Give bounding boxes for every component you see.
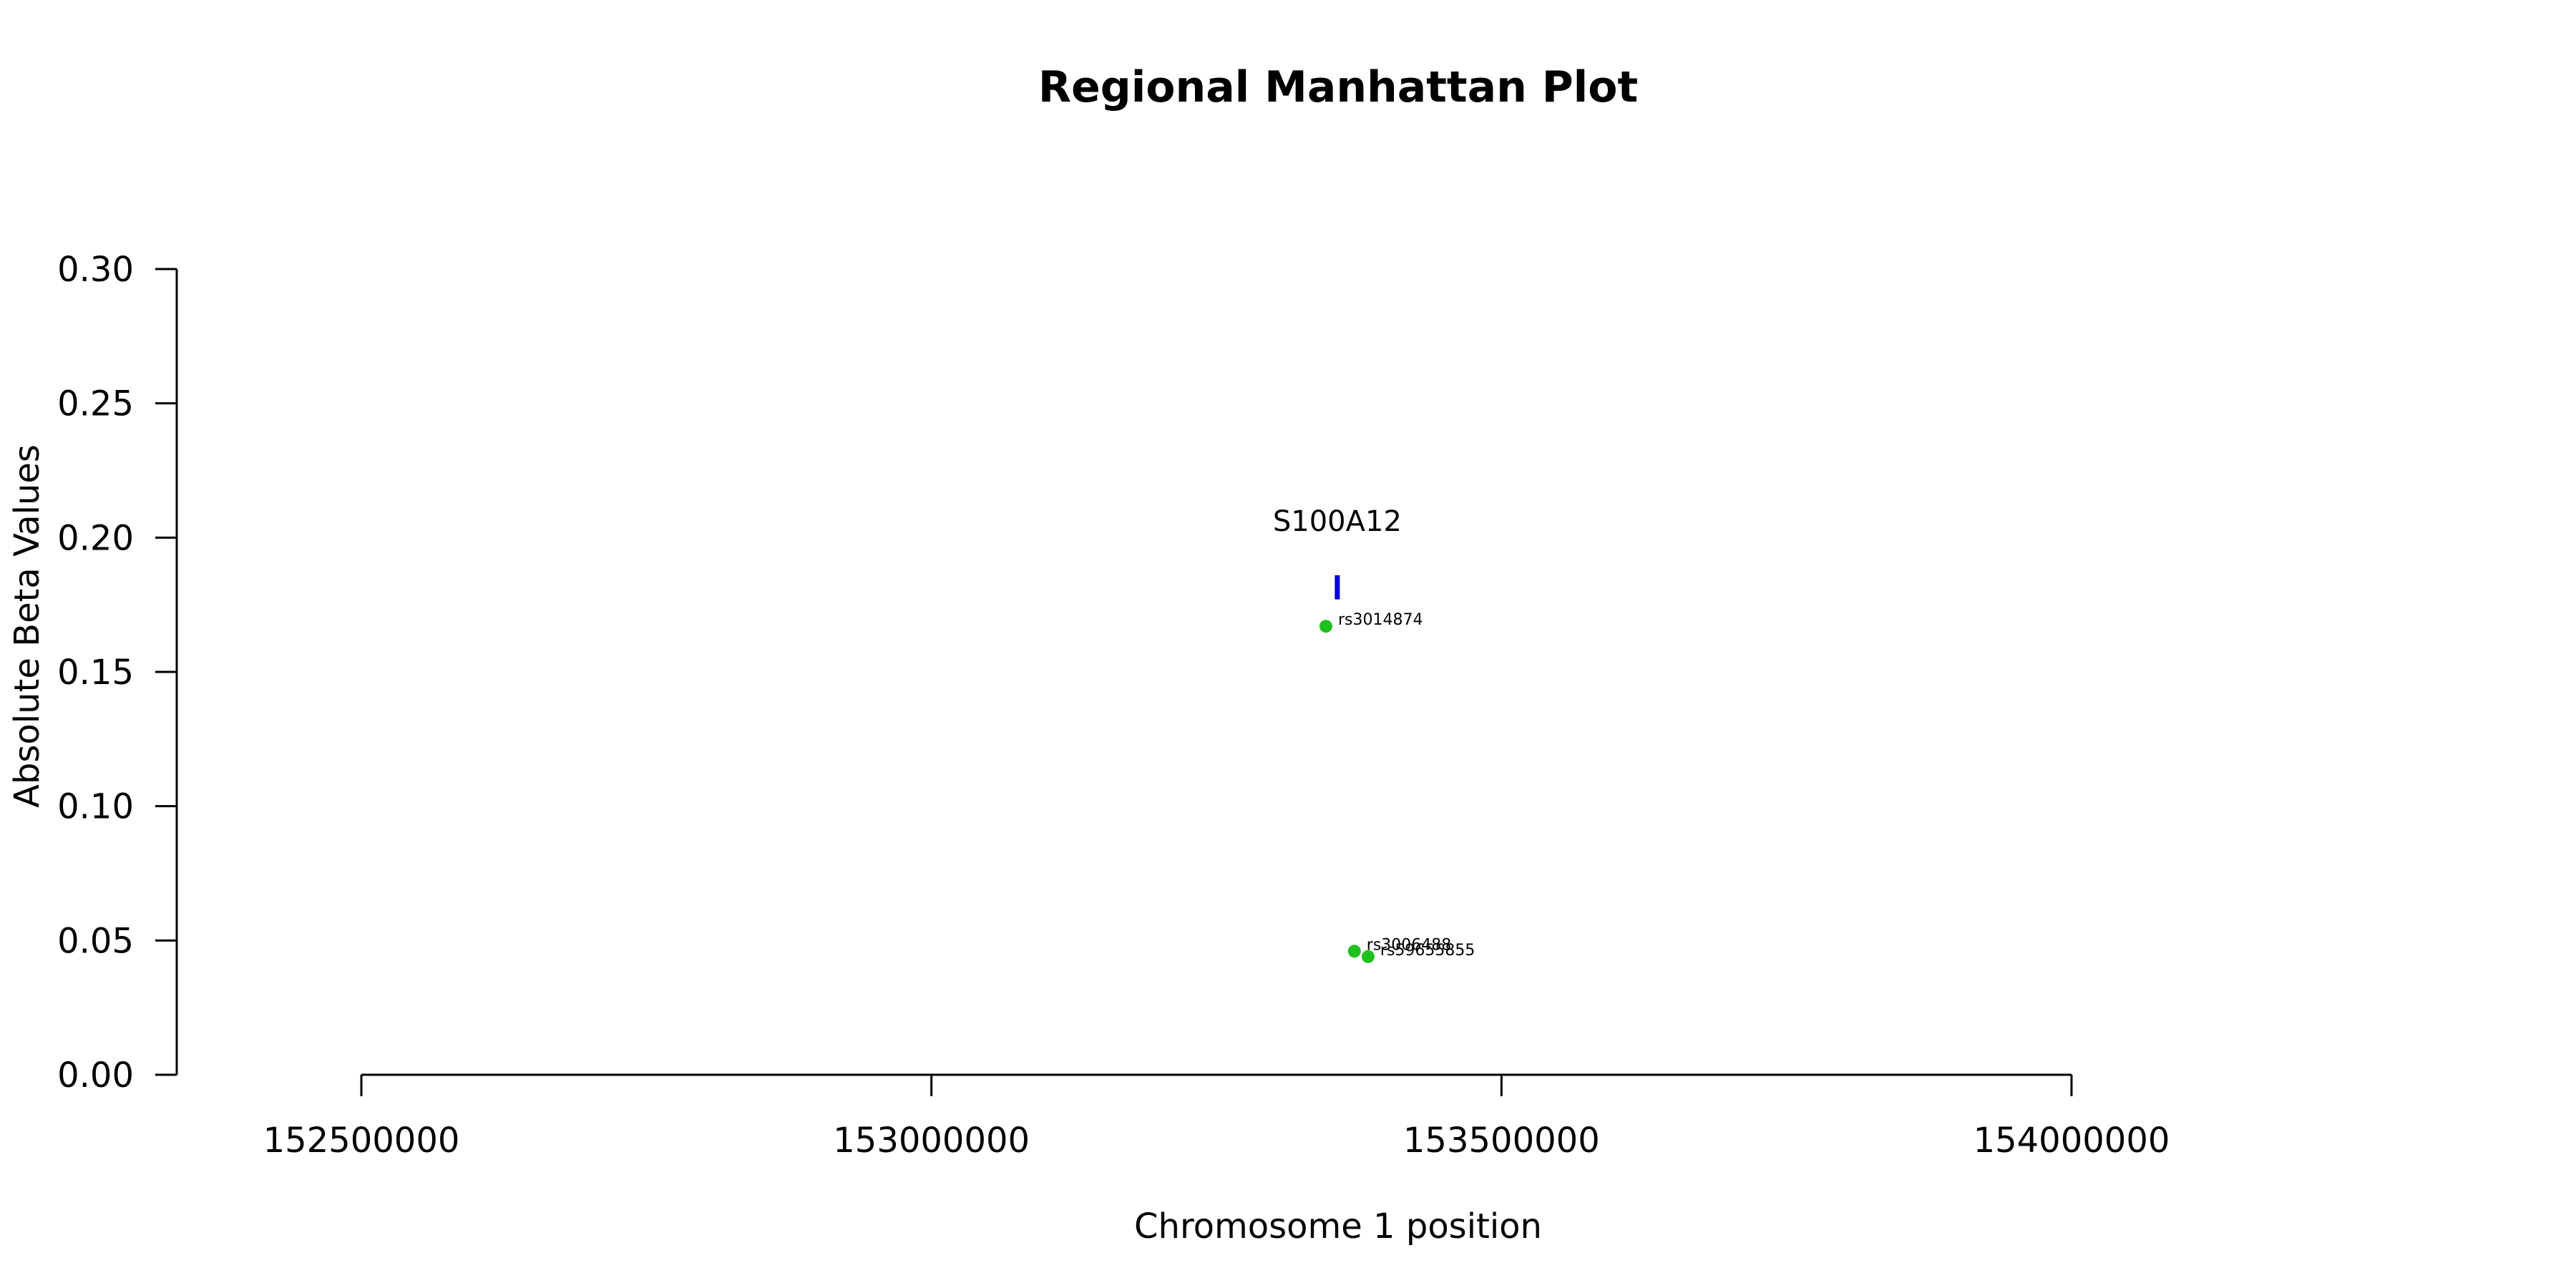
y-axis: 0.00 0.05 0.10 0.15 0.20 0.25 0.30 <box>57 250 178 1096</box>
chart-title: Regional Manhattan Plot <box>1038 62 1638 112</box>
x-tick-label: 154000000 <box>1974 1121 2170 1161</box>
y-tick-label: 0.00 <box>57 1055 134 1096</box>
snp-point <box>1361 950 1375 963</box>
snp-point <box>1319 620 1332 633</box>
y-tick-label: 0.25 <box>57 384 134 424</box>
x-tick-label: 152500000 <box>263 1121 460 1161</box>
x-tick-label: 153500000 <box>1403 1121 1600 1161</box>
snp-label: rs59655855 <box>1380 942 1475 960</box>
y-axis-label: Absolute Beta Values <box>7 444 47 808</box>
snp-label: rs3006488 <box>1367 936 1452 954</box>
gene-markers: S100A12 <box>1273 505 1402 600</box>
x-axis-label: Chromosome 1 position <box>1134 1206 1542 1246</box>
y-tick-label: 0.15 <box>57 653 134 693</box>
gene-label: S100A12 <box>1273 505 1402 538</box>
y-tick-label: 0.05 <box>57 921 134 961</box>
snp-label: rs3014874 <box>1338 611 1423 629</box>
y-tick-label: 0.30 <box>57 250 134 290</box>
x-axis: 152500000 153000000 153500000 154000000 <box>263 1073 2170 1161</box>
x-tick-label: 153000000 <box>833 1121 1030 1161</box>
y-tick-label: 0.20 <box>57 518 134 558</box>
y-tick-label: 0.10 <box>57 787 134 827</box>
snp-point <box>1347 945 1361 958</box>
